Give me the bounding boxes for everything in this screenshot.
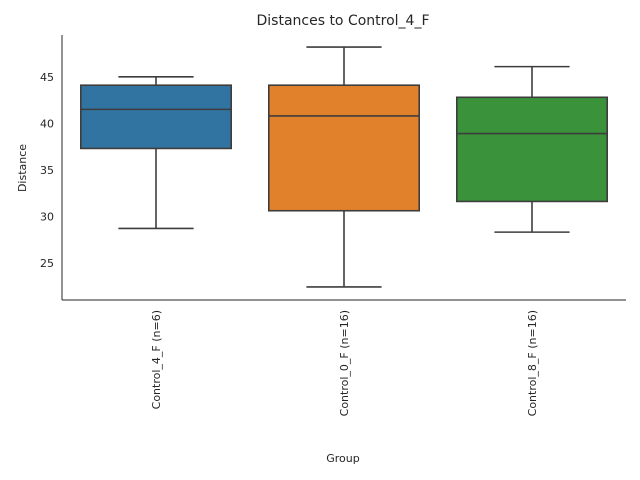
y-tick-label: 40 bbox=[40, 117, 54, 130]
box-group-2 bbox=[267, 46, 420, 288]
y-tick-label: 35 bbox=[40, 164, 54, 177]
y-ticks: 25 30 35 40 45 bbox=[40, 71, 54, 270]
x-axis-label: Group bbox=[326, 452, 360, 465]
y-tick-label: 45 bbox=[40, 71, 54, 84]
x-tick-label: Control_8_F (n=16) bbox=[526, 310, 539, 416]
box-group-1 bbox=[80, 76, 232, 230]
x-tick-label: Control_4_F (n=6) bbox=[150, 310, 163, 409]
chart-title: Distances to Control_4_F bbox=[256, 13, 429, 29]
box-group-3 bbox=[455, 65, 608, 233]
iqr-box bbox=[80, 84, 232, 150]
boxes-layer bbox=[80, 46, 608, 288]
iqr-box bbox=[267, 84, 420, 212]
iqr-box bbox=[455, 96, 608, 203]
y-tick-label: 25 bbox=[40, 257, 54, 270]
y-axis-label: Distance bbox=[16, 144, 29, 192]
y-tick-label: 30 bbox=[40, 210, 54, 223]
x-tick-label: Control_0_F (n=16) bbox=[338, 310, 351, 416]
x-ticks: Control_4_F (n=6) Control_0_F (n=16) Contr… bbox=[150, 310, 539, 416]
